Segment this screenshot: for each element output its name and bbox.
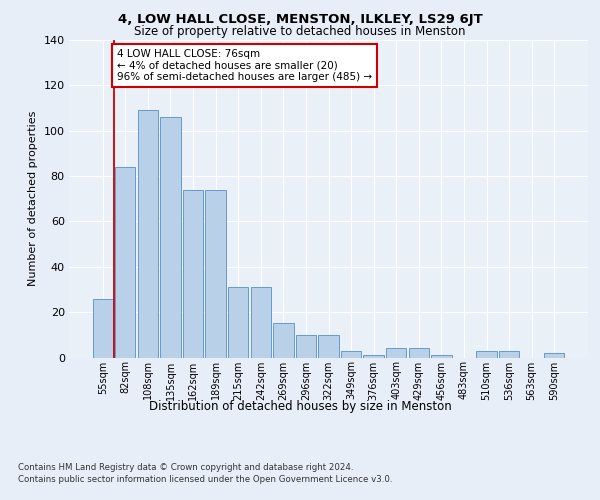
- Bar: [431, 355, 452, 358]
- Bar: [205, 190, 226, 358]
- Bar: [476, 350, 497, 358]
- Bar: [183, 190, 203, 358]
- Text: 4, LOW HALL CLOSE, MENSTON, ILKLEY, LS29 6JT: 4, LOW HALL CLOSE, MENSTON, ILKLEY, LS29…: [118, 12, 482, 26]
- Bar: [499, 350, 519, 358]
- Text: Distribution of detached houses by size in Menston: Distribution of detached houses by size …: [149, 400, 451, 413]
- Text: Contains HM Land Registry data © Crown copyright and database right 2024.: Contains HM Land Registry data © Crown c…: [18, 462, 353, 471]
- Bar: [319, 335, 338, 357]
- Bar: [296, 335, 316, 357]
- Text: Size of property relative to detached houses in Menston: Size of property relative to detached ho…: [134, 25, 466, 38]
- Bar: [251, 287, 271, 358]
- Bar: [341, 350, 361, 358]
- Bar: [228, 287, 248, 358]
- Text: 4 LOW HALL CLOSE: 76sqm
← 4% of detached houses are smaller (20)
96% of semi-det: 4 LOW HALL CLOSE: 76sqm ← 4% of detached…: [117, 49, 372, 82]
- Bar: [364, 355, 384, 358]
- Bar: [409, 348, 429, 358]
- Bar: [386, 348, 406, 358]
- Bar: [115, 167, 136, 358]
- Bar: [160, 117, 181, 358]
- Y-axis label: Number of detached properties: Number of detached properties: [28, 111, 38, 286]
- Text: Contains public sector information licensed under the Open Government Licence v3: Contains public sector information licen…: [18, 475, 392, 484]
- Bar: [544, 353, 565, 358]
- Bar: [138, 110, 158, 358]
- Bar: [273, 324, 293, 358]
- Bar: [92, 298, 113, 358]
